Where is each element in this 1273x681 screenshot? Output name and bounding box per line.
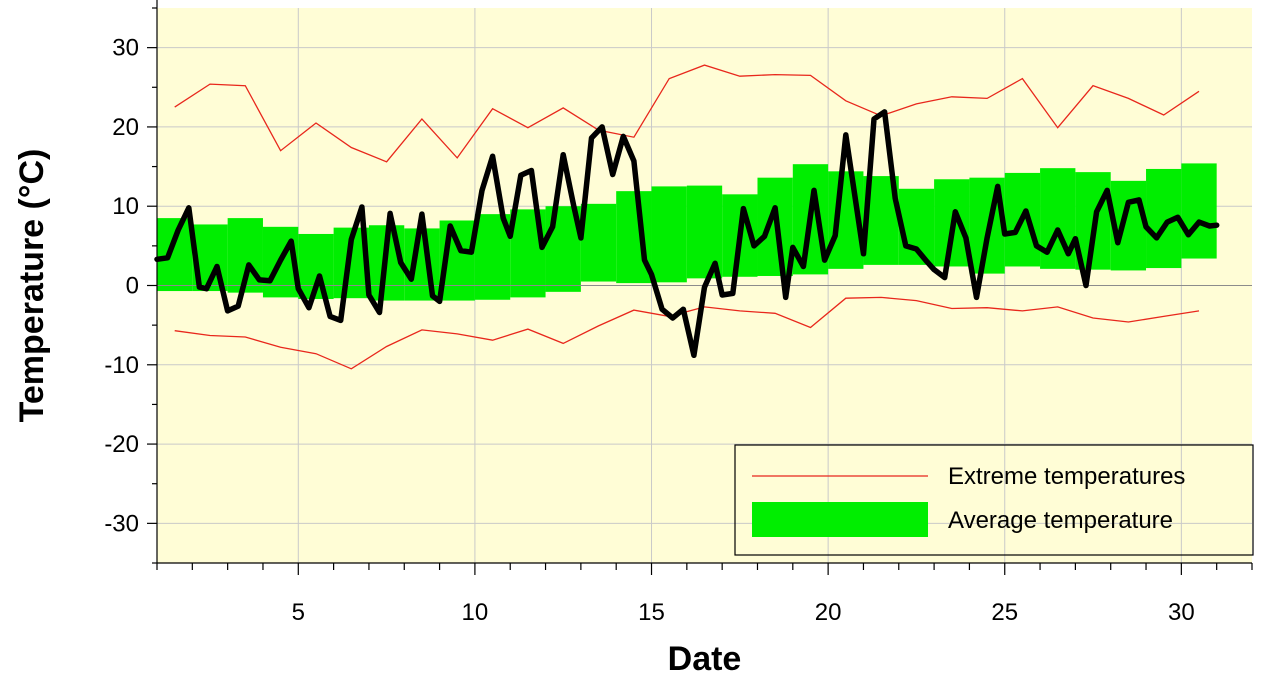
y-tick-label: 30 [112, 35, 139, 62]
x-axis-title: Date [668, 640, 742, 678]
axes [147, 0, 1253, 575]
y-axis-title: Temperature (°C) [13, 149, 51, 423]
x-tick-label: 30 [1168, 599, 1195, 626]
legend-label-extreme: Extreme temperatures [948, 463, 1185, 490]
extreme-temperature-lines [174, 64, 1200, 370]
average-band-bar [157, 218, 193, 292]
legend-swatch-average [752, 502, 928, 537]
average-band-bar [651, 186, 687, 283]
observed-line [154, 109, 1220, 359]
average-band-bar [1181, 163, 1217, 259]
x-tick-label: 10 [462, 599, 489, 626]
y-tick-label: 20 [112, 114, 139, 141]
x-tick-label: 5 [292, 599, 305, 626]
tick-labels: -30 -20 -10 0 10 20 30 5 10 15 20 25 30 [104, 35, 1194, 626]
x-tick-label: 25 [991, 599, 1018, 626]
y-tick-label: -10 [104, 352, 139, 379]
x-tick-label: 20 [815, 599, 842, 626]
y-tick-label: 0 [126, 273, 139, 300]
legend: Extreme temperatures Average temperature [734, 444, 1254, 556]
y-tick-label: 10 [112, 193, 139, 220]
extreme-max-line [174, 64, 1200, 163]
legend-box [734, 444, 1254, 556]
x-tick-label: 15 [638, 599, 665, 626]
average-band-bar [580, 203, 617, 282]
y-tick-label: -30 [104, 510, 139, 537]
y-tick-label: -20 [104, 431, 139, 458]
legend-label-average: Average temperature [948, 507, 1173, 534]
observed-temperature-line [154, 109, 1220, 359]
extreme-min-line [174, 296, 1200, 370]
